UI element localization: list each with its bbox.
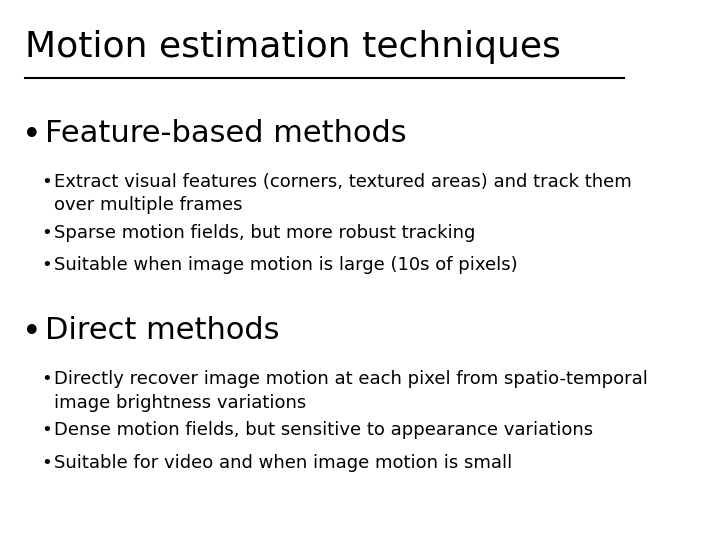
Text: •: • [22,316,42,349]
Text: •: • [41,421,52,439]
Text: Extract visual features (corners, textured areas) and track them
over multiple f: Extract visual features (corners, textur… [54,173,632,214]
Text: Sparse motion fields, but more robust tracking: Sparse motion fields, but more robust tr… [54,224,475,242]
Text: •: • [41,370,52,388]
Text: •: • [41,173,52,191]
Text: Suitable for video and when image motion is small: Suitable for video and when image motion… [54,454,513,471]
Text: Dense motion fields, but sensitive to appearance variations: Dense motion fields, but sensitive to ap… [54,421,593,439]
Text: •: • [41,256,52,274]
Text: Motion estimation techniques: Motion estimation techniques [25,30,562,64]
Text: Suitable when image motion is large (10s of pixels): Suitable when image motion is large (10s… [54,256,518,274]
Text: •: • [41,224,52,242]
Text: •: • [22,119,42,152]
Text: Directly recover image motion at each pixel from spatio-temporal
image brightnes: Directly recover image motion at each pi… [54,370,648,411]
Text: •: • [41,454,52,471]
Text: Feature-based methods: Feature-based methods [45,119,406,148]
Text: Direct methods: Direct methods [45,316,279,345]
